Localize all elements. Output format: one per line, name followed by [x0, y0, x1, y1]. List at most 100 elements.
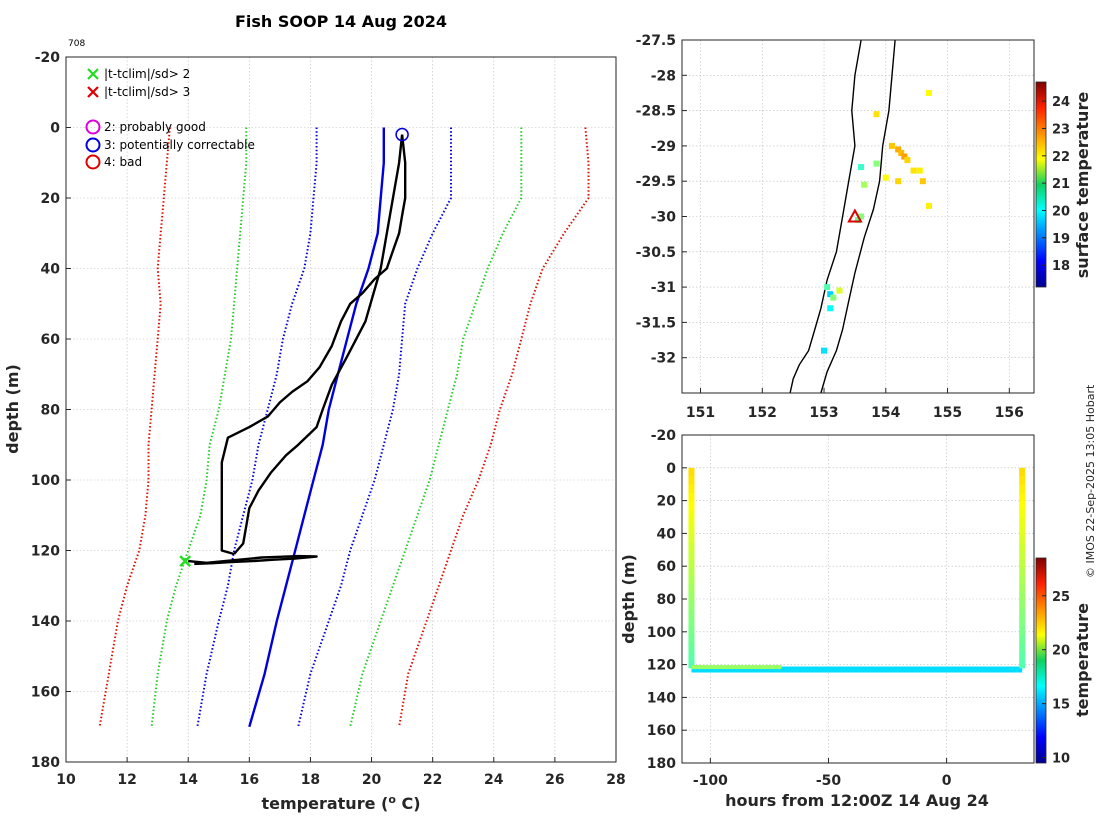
map-y-tick-label: -30 — [651, 210, 677, 226]
map-y-tick-label: -30.5 — [636, 245, 676, 261]
x-tick-label: 20 — [362, 772, 382, 788]
cast-segment — [688, 626, 695, 636]
cast-segment — [1019, 651, 1026, 661]
time-x-tick-label: -100 — [693, 773, 728, 789]
degree-sup: o — [388, 793, 396, 806]
cast-segment — [1019, 576, 1026, 586]
profile-location-marker — [847, 208, 863, 223]
cast-segment — [1019, 509, 1026, 519]
legend-label: 2: probably good — [104, 120, 206, 134]
cast-segment — [688, 659, 695, 669]
sst-point — [858, 213, 865, 220]
sst-point — [926, 89, 933, 96]
cast-segment — [688, 642, 695, 652]
time-y-tick-label: 160 — [647, 723, 676, 739]
map-y-tick-label: -28.5 — [636, 104, 676, 120]
map-panel: 151 152 153 154 155 156 -27.5 -28 -28.5 -29 -29.5 -… — [636, 33, 1092, 421]
profile-ylabel: depth (m) — [3, 364, 22, 454]
map-x-tick-label: 152 — [748, 405, 777, 421]
map-y-tick-label: -28 — [651, 68, 676, 84]
legend-label: |t-tclim|/sd> 3 — [104, 85, 190, 99]
colorbar-tick-label: 15 — [1052, 698, 1070, 713]
cast-segment — [1019, 609, 1026, 619]
series-mean-3sd — [150, 127, 248, 727]
profile-id: 708 — [68, 39, 85, 49]
time-depth-panel: -100 -50 0 -20 0 20 40 60 80 100 120 140 160 180 10 15… — [619, 428, 1092, 810]
colorbar-tick-label: 10 — [1052, 752, 1070, 767]
profile-xlabel: temperature (o C) — [261, 793, 420, 813]
cast-segment — [1019, 584, 1026, 594]
cast-segment — [1019, 542, 1026, 552]
profile-axes-frame — [65, 56, 617, 763]
cast-segment — [688, 584, 695, 594]
legend-item: |t-tclim|/sd> 2 — [87, 67, 190, 81]
sst-point — [910, 167, 917, 174]
series-mean-4sd — [398, 127, 590, 727]
y-tick-label: 0 — [50, 121, 60, 137]
cast-segment — [1019, 626, 1026, 636]
series-climatology-mean — [248, 127, 385, 728]
cast-segment — [688, 651, 695, 661]
map-x-tick-label: 151 — [686, 405, 715, 421]
cast-segment — [688, 501, 695, 510]
legend-label: |t-tclim|/sd> 2 — [104, 67, 190, 81]
legend-cross-icon — [87, 68, 99, 80]
sst-point — [895, 146, 902, 153]
cast-segment — [688, 559, 695, 569]
xlabel-part: temperature ( — [261, 794, 388, 813]
colorbar-tick-label: 20 — [1052, 644, 1070, 659]
map-y-tick-label: -32 — [651, 351, 676, 367]
time-y-tick-label: -20 — [651, 428, 677, 444]
series-mean-3sd — [349, 127, 523, 728]
colorbar-tick-label: 22 — [1052, 150, 1070, 165]
map-y-tick-label: -27.5 — [636, 33, 676, 49]
time-y-tick-label: 180 — [647, 756, 676, 772]
legend-circle-icon — [85, 154, 101, 170]
y-tick-label: 120 — [31, 544, 60, 560]
sst-point — [898, 149, 905, 156]
x-tick-label: 22 — [423, 772, 442, 788]
sst-point — [895, 178, 902, 185]
time-x-tick-label: -50 — [816, 773, 842, 789]
cast-segment — [688, 509, 695, 519]
cast-segment — [688, 517, 695, 527]
cast-segment — [1019, 642, 1026, 652]
map-colorbar — [1035, 81, 1047, 288]
cast-segment — [688, 634, 695, 644]
legend-label: 3: potentially correctable — [104, 138, 255, 152]
x-tick-label: 12 — [117, 772, 136, 788]
credit-text: © IMOS 22-Sep-2025 13:05 Hobart — [1084, 384, 1097, 578]
series-profile-down — [220, 134, 407, 556]
sst-point — [888, 142, 895, 149]
flag-cross-marker — [179, 555, 192, 567]
series-mean-2sd — [196, 127, 318, 727]
sst-point — [926, 202, 933, 209]
colorbar-tick-label: 23 — [1052, 122, 1070, 137]
cast-segment — [1019, 526, 1026, 535]
sst-point — [916, 167, 923, 174]
time-y-tick-label: 80 — [657, 592, 677, 608]
colorbar-tick-label: 24 — [1052, 95, 1070, 110]
map-y-tick-label: -31.5 — [636, 315, 676, 331]
sst-point — [901, 153, 908, 160]
sst-point — [861, 181, 868, 188]
x-tick-label: 14 — [178, 772, 198, 788]
y-tick-label: -20 — [35, 50, 61, 66]
bottom-track — [691, 666, 1023, 673]
x-tick-label: 18 — [301, 772, 320, 788]
map-y-tick-label: -31 — [651, 280, 676, 296]
shelf-edge-line — [820, 39, 896, 394]
sst-point — [873, 160, 880, 167]
colorbar-tick-label: 18 — [1052, 259, 1070, 274]
cast-segment — [688, 476, 695, 485]
sst-point — [827, 291, 834, 298]
legend-item: 3: potentially correctable — [85, 137, 255, 153]
cast-segment — [1019, 567, 1026, 577]
cast-segment — [1019, 467, 1026, 477]
series-profile-up — [233, 134, 404, 555]
cast-segment — [1019, 559, 1026, 569]
time-y-tick-label: 0 — [666, 461, 676, 477]
map-colorbar-label: surface temperature — [1073, 92, 1092, 279]
sst-point — [904, 157, 911, 164]
legend-circle-icon — [85, 119, 101, 135]
